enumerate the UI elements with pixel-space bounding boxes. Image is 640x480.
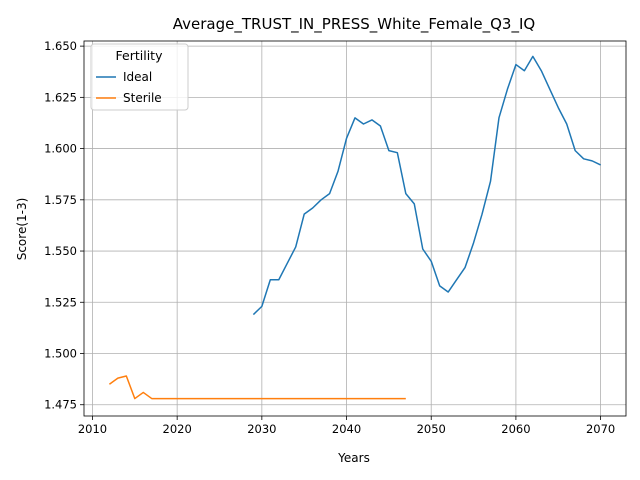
legend-label-ideal: Ideal	[123, 70, 152, 84]
x-tick-label: 2030	[247, 422, 276, 436]
y-tick-label: 1.575	[44, 193, 77, 207]
x-tick-label: 2060	[501, 422, 530, 436]
y-tick-label: 1.625	[44, 90, 77, 104]
legend: Fertility Ideal Sterile	[90, 43, 189, 111]
grid-lines	[84, 41, 626, 416]
chart-title: Average_TRUST_IN_PRESS_White_Female_Q3_I…	[173, 15, 535, 34]
x-tick-label: 2040	[332, 422, 361, 436]
legend-title: Fertility	[116, 48, 164, 63]
x-axis-ticks: 2010 2020 2030 2040 2050 2060 2070	[78, 416, 615, 436]
x-tick-label: 2050	[417, 422, 446, 436]
x-tick-label: 2010	[78, 422, 107, 436]
y-tick-label: 1.600	[44, 142, 77, 156]
y-axis-label: Score(1-3)	[15, 198, 29, 261]
legend-label-sterile: Sterile	[123, 91, 162, 105]
x-tick-label: 2070	[586, 422, 615, 436]
legend-box	[90, 43, 189, 111]
y-tick-label: 1.650	[44, 39, 77, 53]
y-tick-label: 1.550	[44, 244, 77, 258]
series-line-sterile	[108, 375, 406, 400]
x-axis-label: Years	[337, 451, 370, 465]
y-tick-label: 1.500	[44, 347, 77, 361]
y-axis-ticks: 1.475 1.500 1.525 1.550 1.575 1.600 1.625 1.650	[44, 39, 84, 412]
series-lines	[108, 55, 601, 400]
series-line-ideal	[252, 55, 601, 316]
y-tick-label: 1.475	[44, 398, 77, 412]
y-tick-label: 1.525	[44, 295, 77, 309]
plot-frame	[83, 40, 627, 417]
x-tick-label: 2020	[163, 422, 192, 436]
